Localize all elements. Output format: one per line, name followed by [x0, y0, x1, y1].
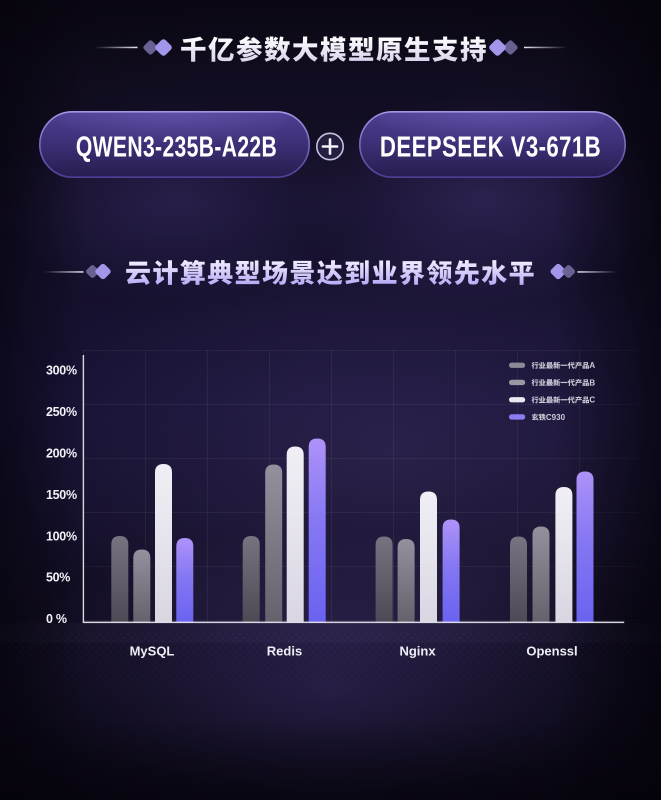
- svg-text:50%: 50%: [46, 571, 70, 585]
- svg-text:C930: C930: [546, 413, 566, 422]
- svg-text:100%: 100%: [46, 529, 77, 543]
- svg-text:300%: 300%: [46, 364, 77, 378]
- svg-text:C: C: [589, 396, 595, 405]
- svg-text:Redis: Redis: [267, 644, 302, 659]
- svg-text:250%: 250%: [46, 405, 77, 419]
- svg-text:Nginx: Nginx: [399, 644, 436, 659]
- svg-text:MySQL: MySQL: [130, 644, 175, 659]
- svg-text:DEEPSEEK V3-671B: DEEPSEEK V3-671B: [380, 132, 601, 163]
- svg-text:A: A: [589, 361, 595, 370]
- svg-text:150%: 150%: [46, 488, 77, 502]
- svg-text:200%: 200%: [46, 447, 77, 461]
- svg-text:B: B: [589, 378, 595, 387]
- svg-text:0 %: 0 %: [46, 612, 67, 626]
- svg-text:Openssl: Openssl: [526, 644, 577, 659]
- svg-text:QWEN3-235B-A22B: QWEN3-235B-A22B: [76, 132, 277, 164]
